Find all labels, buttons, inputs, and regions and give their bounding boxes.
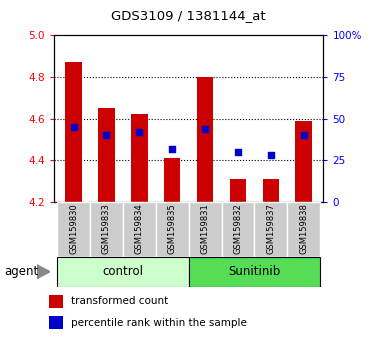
Text: GDS3109 / 1381144_at: GDS3109 / 1381144_at [111, 9, 266, 22]
Text: GSM159837: GSM159837 [266, 204, 275, 254]
FancyBboxPatch shape [90, 202, 123, 257]
Bar [197, 77, 213, 202]
Bar [230, 179, 246, 202]
Bar [263, 179, 279, 202]
Text: transformed count: transformed count [71, 296, 168, 306]
Point [235, 149, 241, 155]
FancyBboxPatch shape [57, 202, 90, 257]
Bar [295, 121, 312, 202]
Text: Sunitinib: Sunitinib [228, 265, 281, 278]
Text: percentile rank within the sample: percentile rank within the sample [71, 318, 247, 327]
Text: control: control [102, 265, 144, 278]
FancyBboxPatch shape [189, 202, 221, 257]
Bar [65, 62, 82, 202]
Point [301, 132, 307, 138]
Text: GSM159831: GSM159831 [201, 204, 209, 254]
Point [104, 132, 110, 138]
Text: GSM159835: GSM159835 [168, 204, 177, 254]
FancyBboxPatch shape [123, 202, 156, 257]
Polygon shape [37, 265, 50, 279]
FancyBboxPatch shape [156, 202, 189, 257]
Point [70, 124, 77, 130]
Bar [49, 316, 62, 329]
FancyBboxPatch shape [57, 257, 189, 287]
FancyBboxPatch shape [287, 202, 320, 257]
Text: GSM159832: GSM159832 [233, 204, 243, 254]
Text: agent: agent [4, 265, 38, 278]
Point [202, 126, 208, 131]
Bar [164, 158, 181, 202]
FancyBboxPatch shape [254, 202, 287, 257]
Text: GSM159833: GSM159833 [102, 204, 111, 254]
Point [169, 146, 175, 152]
Text: GSM159834: GSM159834 [135, 204, 144, 254]
FancyBboxPatch shape [221, 202, 254, 257]
FancyBboxPatch shape [189, 257, 320, 287]
Bar [98, 108, 115, 202]
Bar [131, 114, 147, 202]
Bar [49, 295, 62, 308]
Text: GSM159830: GSM159830 [69, 204, 78, 254]
Text: GSM159838: GSM159838 [299, 204, 308, 254]
Point [268, 152, 274, 158]
Point [136, 129, 142, 135]
